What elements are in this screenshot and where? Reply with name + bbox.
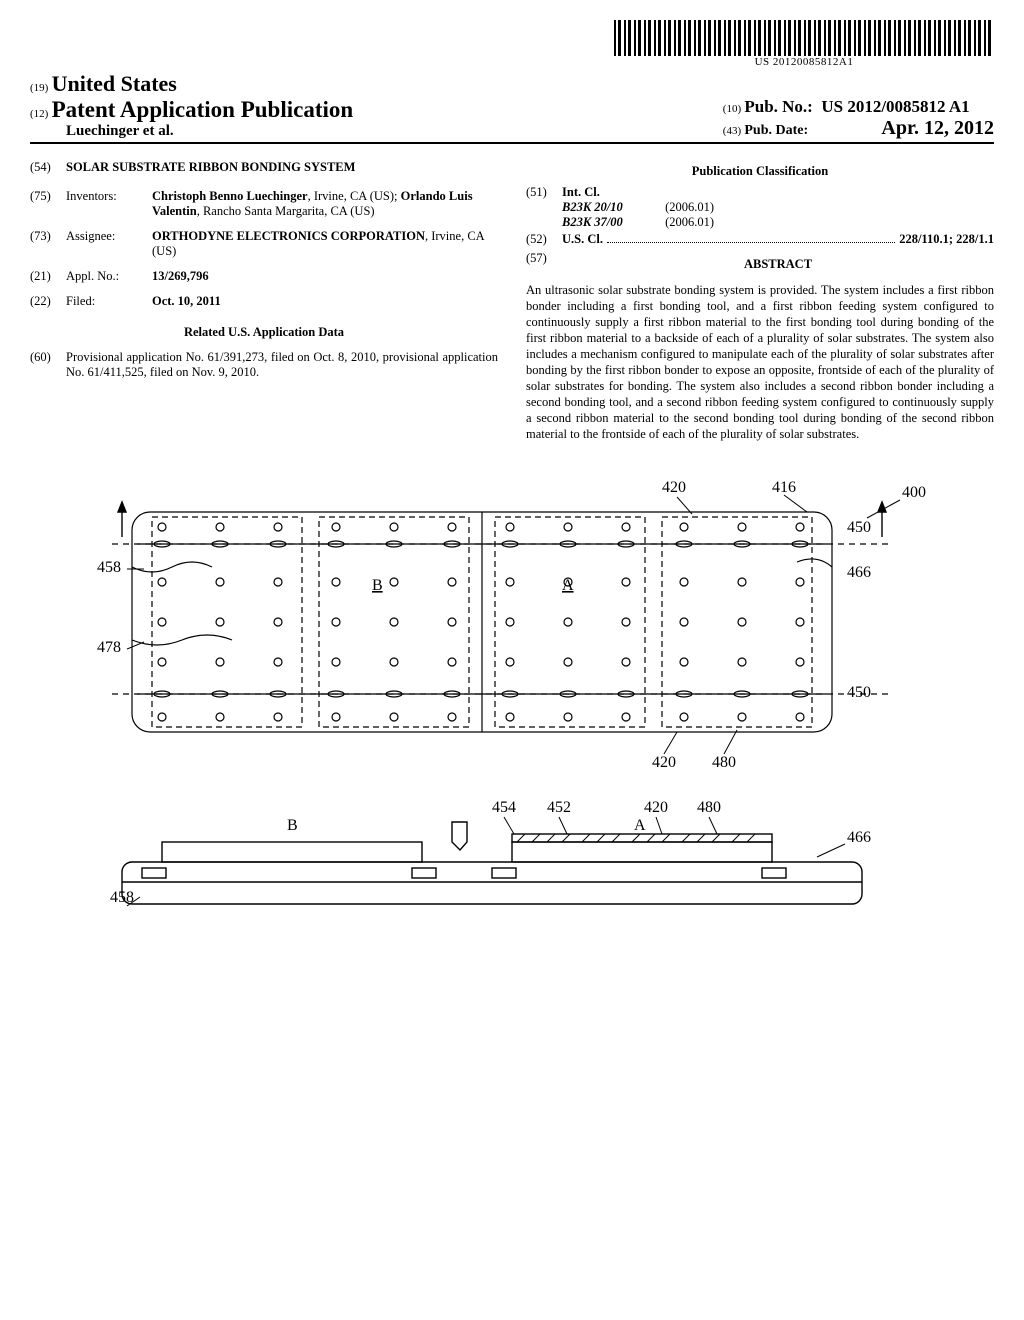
svg-text:B: B <box>372 577 383 594</box>
appl-num: (21) <box>30 269 66 284</box>
right-column: Publication Classification (51) Int. Cl.… <box>526 154 994 442</box>
appl-no: 13/269,796 <box>152 269 209 283</box>
svg-text:B: B <box>287 817 298 834</box>
svg-text:450: 450 <box>847 519 871 536</box>
filed-num: (22) <box>30 294 66 309</box>
left-column: (54) SOLAR SUBSTRATE RIBBON BONDING SYST… <box>30 154 498 442</box>
appl-row: (21) Appl. No.: 13/269,796 <box>30 269 498 284</box>
svg-text:A: A <box>562 577 574 594</box>
intcl-block: Int. Cl. B23K 20/10 (2006.01) B23K 37/00… <box>562 185 994 230</box>
assignee-row: (73) Assignee: ORTHODYNE ELECTRONICS COR… <box>30 229 498 259</box>
doc-type-line: (12) Patent Application Publication <box>30 97 353 123</box>
intcl-code-0: B23K 20/10 <box>562 200 662 215</box>
abstract-text: An ultrasonic solar substrate bonding sy… <box>526 282 994 442</box>
svg-text:420: 420 <box>662 479 686 496</box>
svg-text:480: 480 <box>697 799 721 816</box>
svg-text:480: 480 <box>712 754 736 771</box>
intcl-row: (51) Int. Cl. B23K 20/10 (2006.01) B23K … <box>526 185 994 230</box>
country: United States <box>52 71 177 96</box>
svg-text:452: 452 <box>547 799 571 816</box>
pub-date-num: (43) <box>723 125 741 137</box>
svg-text:466: 466 <box>847 564 871 581</box>
filed-date: Oct. 10, 2011 <box>152 294 221 308</box>
svg-text:A: A <box>634 817 646 834</box>
uscl-num: (52) <box>526 232 562 247</box>
svg-text:420: 420 <box>644 799 668 816</box>
doc-type-num: (12) <box>30 108 48 120</box>
title-text: SOLAR SUBSTRATE RIBBON BONDING SYSTEM <box>66 160 355 175</box>
filed-label: Filed: <box>66 294 152 309</box>
dotted-leader <box>607 235 895 244</box>
intcl-year-1: (2006.01) <box>665 215 714 229</box>
figure-area: 420 416 400 450 458 466 478 450 A B 420 … <box>30 472 994 942</box>
svg-text:420: 420 <box>652 754 676 771</box>
uscl-value: 228/110.1; 228/1.1 <box>899 232 994 247</box>
barcode-stripes <box>614 20 994 56</box>
intcl-label: Int. Cl. <box>562 185 600 199</box>
svg-text:416: 416 <box>772 479 796 496</box>
pub-date-label: Pub. Date: <box>744 123 808 138</box>
barcode-block: US 20120085812A1 <box>30 20 994 69</box>
svg-text:400: 400 <box>902 484 926 501</box>
uscl-value-wrap: U.S. Cl. 228/110.1; 228/1.1 <box>562 232 994 247</box>
appl-label: Appl. No.: <box>66 269 152 284</box>
related-value: Provisional application No. 61/391,273, … <box>66 350 498 380</box>
svg-text:466: 466 <box>847 829 871 846</box>
assignee-name: ORTHODYNE ELECTRONICS CORPORATION <box>152 229 425 243</box>
intcl-year-0: (2006.01) <box>665 200 714 214</box>
related-row: (60) Provisional application No. 61/391,… <box>30 350 498 380</box>
assignee-label: Assignee: <box>66 229 152 259</box>
title-block: (54) SOLAR SUBSTRATE RIBBON BONDING SYST… <box>30 160 498 175</box>
doc-type: Patent Application Publication <box>52 97 354 122</box>
inventors-label: Inventors: <box>66 189 152 219</box>
barcode-text: US 20120085812A1 <box>614 56 994 68</box>
intcl-code-1: B23K 37/00 <box>562 215 662 230</box>
header-left: (19) United States (12) Patent Applicati… <box>30 71 353 140</box>
pub-date: Apr. 12, 2012 <box>811 117 994 139</box>
svg-text:458: 458 <box>97 559 121 576</box>
filed-value: Oct. 10, 2011 <box>152 294 498 309</box>
header-block: (19) United States (12) Patent Applicati… <box>30 71 994 144</box>
barcode: US 20120085812A1 <box>614 20 994 68</box>
abstract-head-row: (57) ABSTRACT <box>526 251 994 278</box>
body-columns: (54) SOLAR SUBSTRATE RIBBON BONDING SYST… <box>30 154 994 442</box>
patent-figure: 420 416 400 450 458 466 478 450 A B 420 … <box>72 472 952 942</box>
pub-no-num: (10) <box>723 103 741 115</box>
related-num: (60) <box>30 350 66 380</box>
svg-text:478: 478 <box>97 639 121 656</box>
header-right: (10) Pub. No.: US 2012/0085812 A1 (43) P… <box>723 97 994 140</box>
assignee-value: ORTHODYNE ELECTRONICS CORPORATION, Irvin… <box>152 229 498 259</box>
inventors-num: (75) <box>30 189 66 219</box>
country-line: (19) United States <box>30 71 353 97</box>
pub-date-line: (43) Pub. Date: Apr. 12, 2012 <box>723 117 994 140</box>
country-num: (19) <box>30 82 48 94</box>
pub-no-line: (10) Pub. No.: US 2012/0085812 A1 <box>723 97 994 117</box>
uscl-label: U.S. Cl. <box>562 232 603 247</box>
authors: Luechinger et al. <box>30 123 353 140</box>
intcl-num: (51) <box>526 185 562 230</box>
related-title: Related U.S. Application Data <box>30 325 498 340</box>
title-num: (54) <box>30 160 66 175</box>
appl-value: 13/269,796 <box>152 269 498 284</box>
uscl-row: (52) U.S. Cl. 228/110.1; 228/1.1 <box>526 232 994 247</box>
filed-row: (22) Filed: Oct. 10, 2011 <box>30 294 498 309</box>
svg-text:450: 450 <box>847 684 871 701</box>
classification-title: Publication Classification <box>526 164 994 179</box>
assignee-num: (73) <box>30 229 66 259</box>
inventor-1: Christoph Benno Luechinger <box>152 189 308 203</box>
svg-text:454: 454 <box>492 799 516 816</box>
pub-no-label: Pub. No.: <box>744 97 812 116</box>
inventors-row: (75) Inventors: Christoph Benno Lueching… <box>30 189 498 219</box>
abstract-num: (57) <box>526 251 562 278</box>
inventors-value: Christoph Benno Luechinger, Irvine, CA (… <box>152 189 498 219</box>
abstract-label: ABSTRACT <box>562 257 994 272</box>
pub-no: US 2012/0085812 A1 <box>821 97 969 116</box>
